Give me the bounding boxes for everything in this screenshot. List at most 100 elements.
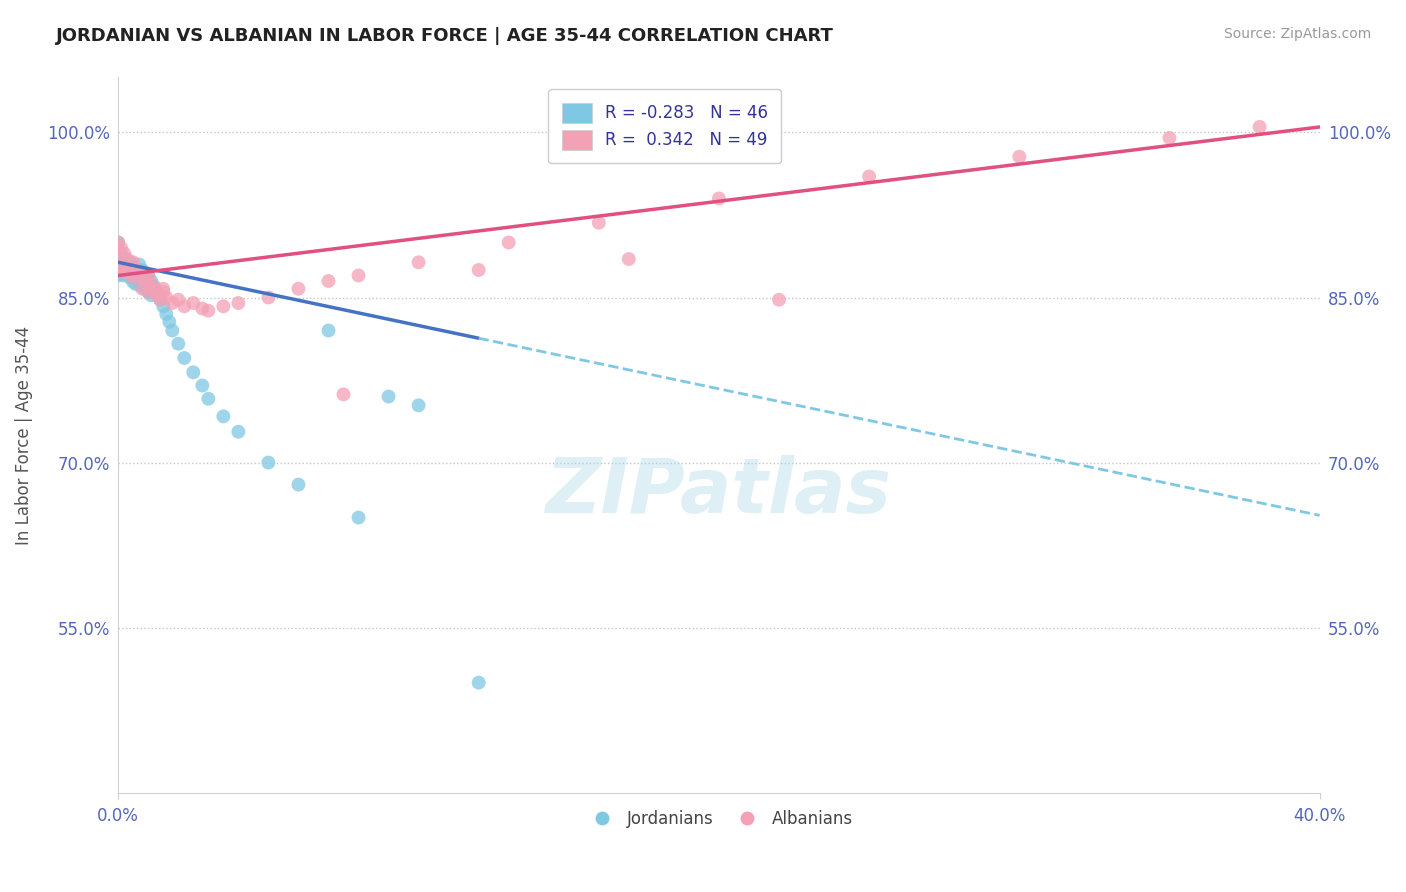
Point	[287, 282, 309, 296]
Point	[152, 285, 174, 299]
Point	[408, 398, 430, 412]
Point	[134, 274, 156, 288]
Point	[768, 293, 790, 307]
Point	[110, 241, 132, 255]
Point	[377, 390, 399, 404]
Point	[110, 246, 132, 260]
Point	[162, 324, 184, 338]
Point	[173, 299, 195, 313]
Point	[110, 260, 132, 274]
Point	[191, 378, 214, 392]
Point	[181, 365, 204, 379]
Point	[136, 268, 159, 283]
Point	[131, 282, 153, 296]
Point	[107, 235, 129, 250]
Point	[162, 296, 184, 310]
Point	[347, 510, 370, 524]
Point	[498, 235, 520, 250]
Point	[134, 266, 156, 280]
Point	[125, 263, 148, 277]
Point	[115, 266, 138, 280]
Point	[257, 291, 280, 305]
Point	[257, 456, 280, 470]
Point	[134, 282, 156, 296]
Point	[131, 263, 153, 277]
Point	[136, 268, 159, 283]
Point	[131, 266, 153, 280]
Point	[1008, 150, 1031, 164]
Point	[347, 268, 370, 283]
Point	[128, 268, 150, 283]
Point	[112, 246, 135, 260]
Point	[197, 392, 219, 406]
Point	[143, 279, 166, 293]
Point	[120, 260, 142, 274]
Point	[181, 296, 204, 310]
Point	[1159, 131, 1181, 145]
Point	[115, 252, 138, 266]
Point	[128, 258, 150, 272]
Point	[152, 282, 174, 296]
Point	[167, 293, 190, 307]
Point	[228, 296, 250, 310]
Point	[136, 285, 159, 299]
Legend: Jordanians, Albanians: Jordanians, Albanians	[578, 803, 859, 834]
Point	[112, 252, 135, 266]
Point	[115, 258, 138, 272]
Point	[107, 258, 129, 272]
Text: ZIPatlas: ZIPatlas	[546, 455, 891, 529]
Point	[136, 285, 159, 299]
Point	[112, 268, 135, 283]
Point	[155, 291, 177, 305]
Point	[318, 324, 340, 338]
Point	[173, 351, 195, 365]
Point	[212, 409, 235, 424]
Point	[128, 274, 150, 288]
Point	[107, 255, 129, 269]
Point	[122, 255, 145, 269]
Point	[131, 279, 153, 293]
Point	[110, 263, 132, 277]
Point	[467, 675, 489, 690]
Point	[149, 293, 172, 307]
Point	[122, 270, 145, 285]
Point	[858, 169, 880, 184]
Point	[107, 235, 129, 250]
Point	[191, 301, 214, 316]
Point	[287, 477, 309, 491]
Point	[152, 299, 174, 313]
Point	[122, 275, 145, 289]
Point	[141, 288, 163, 302]
Text: JORDANIAN VS ALBANIAN IN LABOR FORCE | AGE 35-44 CORRELATION CHART: JORDANIAN VS ALBANIAN IN LABOR FORCE | A…	[56, 27, 834, 45]
Point	[120, 270, 142, 285]
Point	[146, 288, 169, 302]
Point	[588, 216, 610, 230]
Point	[617, 252, 640, 266]
Point	[146, 285, 169, 299]
Point	[155, 307, 177, 321]
Point	[141, 277, 163, 292]
Point	[1249, 120, 1271, 134]
Point	[120, 255, 142, 269]
Point	[149, 293, 172, 307]
Point	[212, 299, 235, 313]
Point	[115, 263, 138, 277]
Point	[157, 315, 180, 329]
Point	[125, 277, 148, 292]
Point	[122, 260, 145, 274]
Point	[332, 387, 354, 401]
Point	[467, 263, 489, 277]
Point	[141, 274, 163, 288]
Point	[167, 336, 190, 351]
Point	[408, 255, 430, 269]
Y-axis label: In Labor Force | Age 35-44: In Labor Force | Age 35-44	[15, 326, 32, 545]
Point	[228, 425, 250, 439]
Text: Source: ZipAtlas.com: Source: ZipAtlas.com	[1223, 27, 1371, 41]
Point	[143, 282, 166, 296]
Point	[107, 268, 129, 283]
Point	[125, 263, 148, 277]
Point	[318, 274, 340, 288]
Point	[707, 192, 730, 206]
Point	[197, 303, 219, 318]
Point	[112, 263, 135, 277]
